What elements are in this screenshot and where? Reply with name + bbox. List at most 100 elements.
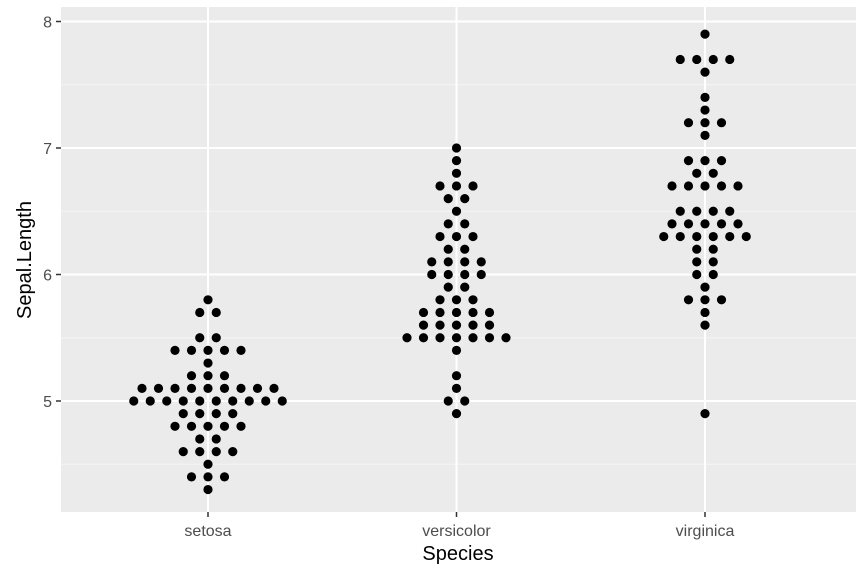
data-point [451,320,462,330]
data-point [203,459,213,469]
data-point [708,168,718,178]
data-point [708,257,718,267]
data-point [219,383,230,393]
data-point [443,194,453,204]
data-point [178,447,188,457]
data-point [476,269,486,280]
data-point [195,307,205,318]
data-point [692,231,702,242]
data-point [186,345,197,355]
data-point [435,333,445,343]
data-point [451,181,462,191]
data-point [211,409,221,419]
data-point [228,396,238,406]
data-point [443,269,453,280]
data-point [460,257,470,267]
data-point [725,231,735,242]
data-point [451,409,462,419]
data-point [269,383,279,393]
data-point [427,269,437,280]
data-point [451,371,462,381]
x-axis-title: Species [422,543,493,565]
data-point [460,282,470,292]
data-point [195,396,205,406]
data-point [435,320,445,330]
data-point [211,434,221,444]
data-point [683,219,694,229]
data-point [700,118,710,128]
data-point [186,371,197,381]
data-point [700,67,710,77]
x-tick-label: versicolor [422,523,491,540]
data-point [692,257,702,267]
data-point [468,181,478,191]
data-point [435,181,445,191]
data-point [700,29,710,39]
data-point [443,282,453,292]
data-point [468,295,478,305]
data-point [443,396,453,406]
data-point [244,396,254,406]
data-point [484,320,495,330]
data-point [195,434,205,444]
data-point [435,295,445,305]
data-point [203,358,213,368]
data-point [733,219,743,229]
data-point [700,181,710,191]
data-point [484,333,495,343]
data-point [228,447,238,457]
data-point [252,383,263,393]
data-points [129,29,751,495]
y-axis-title: Sepal.Length [14,201,36,319]
data-point [683,156,694,166]
data-point [476,257,486,267]
data-point [708,206,718,216]
data-point [186,383,197,393]
data-point [170,383,180,393]
data-point [211,307,221,318]
data-point [219,371,230,381]
data-point [460,194,470,204]
data-point [692,244,702,254]
data-point [129,396,139,406]
data-point [667,219,677,229]
data-point [708,54,718,65]
data-point [700,409,710,419]
data-point [700,295,710,305]
data-point [692,269,702,280]
data-point [195,447,205,457]
data-point [683,181,694,191]
data-point [451,156,462,166]
y-tick-label: 6 [43,268,52,285]
data-point [435,307,445,318]
data-point [468,320,478,330]
data-point [716,181,727,191]
data-point [162,396,172,406]
data-point [451,206,462,216]
data-point [675,206,685,216]
data-point [716,295,727,305]
data-point [468,333,478,343]
data-point [700,282,710,292]
data-point [178,396,188,406]
data-point [443,257,453,267]
data-point [725,54,735,65]
data-point [683,118,694,128]
data-point [203,484,213,495]
data-point [145,396,155,406]
data-point [700,105,710,115]
data-point [501,333,511,343]
data-point [700,219,710,229]
data-point [418,320,429,330]
data-point [741,231,751,242]
data-point [219,472,230,482]
data-point [443,219,453,229]
data-point [675,231,685,242]
x-tick-label: virginica [676,523,735,540]
data-point [451,231,462,242]
data-point [443,244,453,254]
data-point [484,307,495,318]
data-point [451,143,462,153]
data-point [716,219,727,229]
data-point [236,383,246,393]
